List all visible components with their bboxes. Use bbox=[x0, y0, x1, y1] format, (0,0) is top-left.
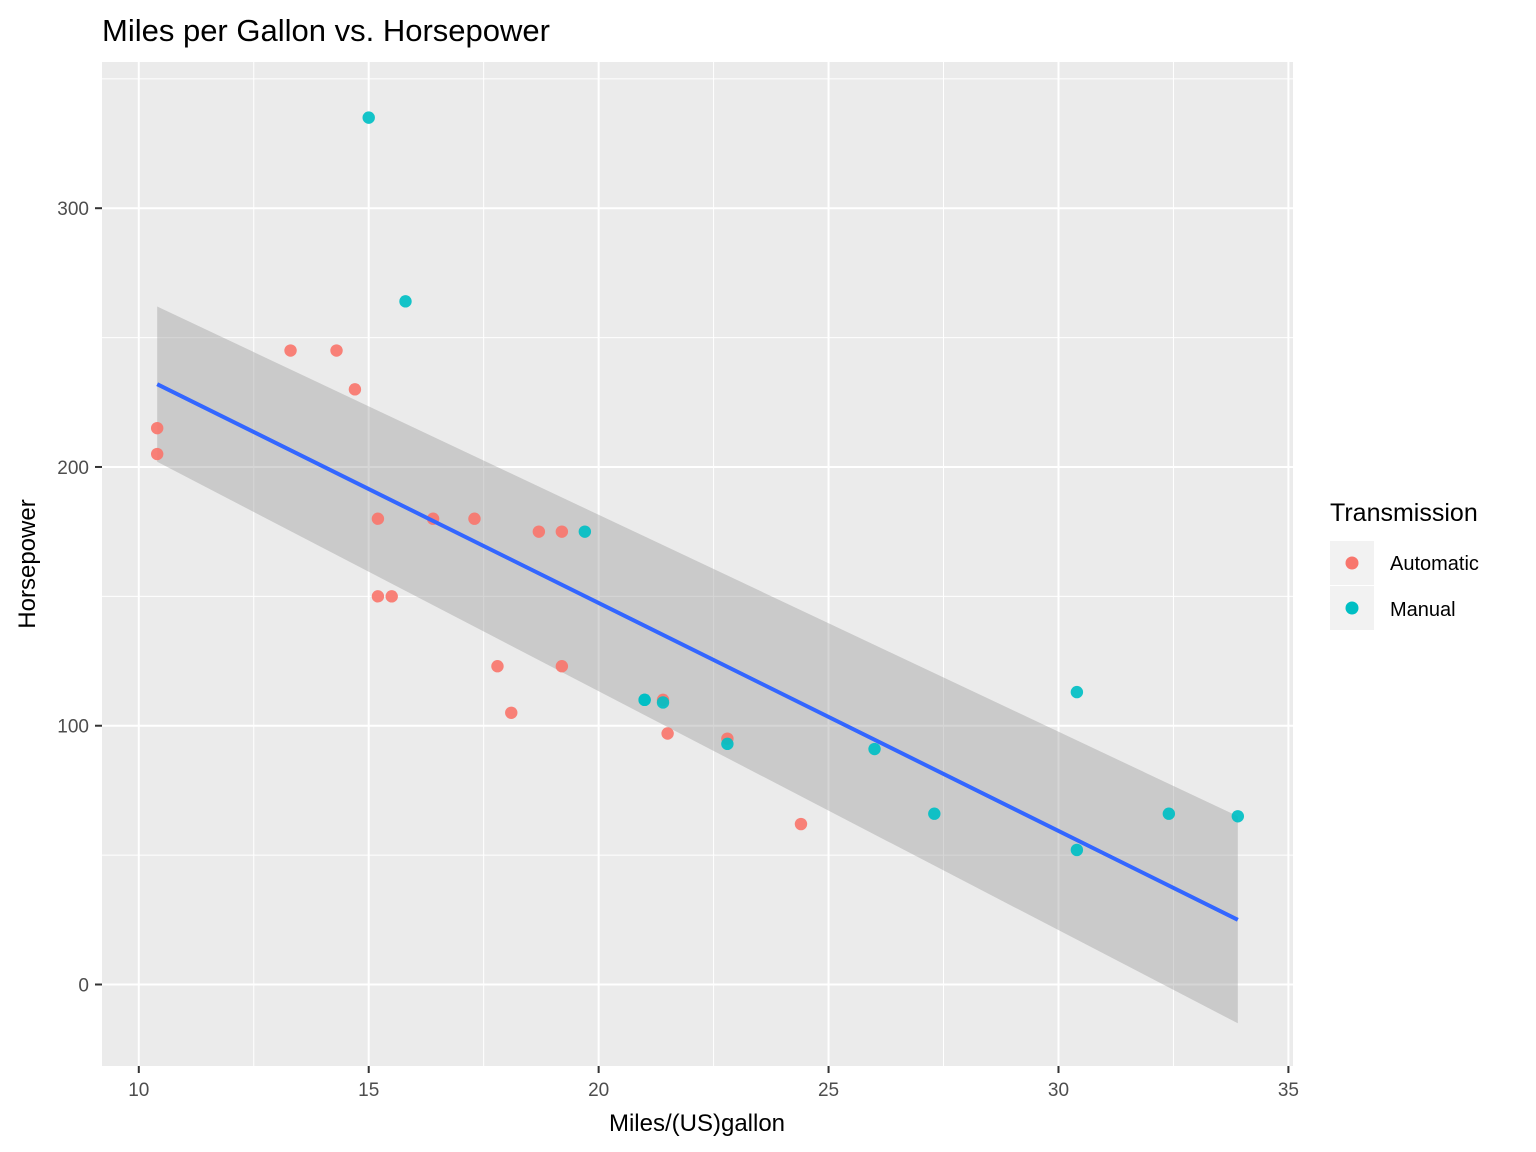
data-point-automatic bbox=[505, 706, 518, 719]
x-axis: 10 15 20 25 30 35 bbox=[128, 1066, 1299, 1101]
data-point-automatic bbox=[532, 525, 546, 538]
data-point-manual bbox=[1070, 843, 1084, 857]
x-tick-label: 35 bbox=[1278, 1080, 1299, 1101]
data-point-manual bbox=[1070, 685, 1084, 699]
data-point-manual bbox=[399, 295, 412, 308]
legend-label-automatic: Automatic bbox=[1390, 553, 1479, 575]
x-tick-label: 10 bbox=[128, 1080, 149, 1101]
data-point-manual bbox=[362, 111, 375, 124]
plot-panel bbox=[102, 62, 1293, 1066]
data-point-automatic bbox=[371, 512, 385, 525]
data-point-manual bbox=[1231, 810, 1245, 823]
data-point-manual bbox=[721, 737, 734, 751]
data-point-automatic bbox=[371, 590, 385, 603]
data-point-automatic bbox=[348, 383, 362, 396]
confidence-band-layer bbox=[157, 306, 1238, 1024]
data-point-automatic bbox=[330, 344, 343, 357]
y-tick-label: 100 bbox=[57, 717, 89, 738]
x-axis-title: Miles/(US)gallon bbox=[609, 1110, 785, 1137]
data-point-manual bbox=[656, 696, 670, 709]
legend-title: Transmission bbox=[1330, 499, 1478, 527]
data-point-automatic bbox=[385, 590, 398, 603]
data-point-automatic bbox=[555, 660, 569, 673]
grid-lines bbox=[102, 62, 1293, 1066]
y-tick-label: 200 bbox=[57, 458, 89, 479]
regression-line bbox=[156, 382, 1239, 922]
data-point-manual bbox=[868, 742, 881, 756]
data-point-automatic bbox=[468, 512, 481, 525]
data-point-automatic bbox=[661, 727, 674, 740]
data-point-automatic bbox=[284, 344, 297, 357]
data-point-manual bbox=[578, 525, 592, 538]
data-point-automatic bbox=[491, 660, 504, 673]
legend-label-manual: Manual bbox=[1390, 599, 1456, 621]
data-point-automatic bbox=[150, 421, 164, 435]
legend-marker-automatic bbox=[1345, 556, 1359, 570]
data-point-automatic bbox=[150, 447, 164, 461]
legend: Transmission Automatic Manual bbox=[1330, 499, 1479, 630]
data-point-manual bbox=[1162, 807, 1176, 820]
data-point-automatic bbox=[555, 525, 569, 538]
x-tick-label: 25 bbox=[818, 1080, 839, 1101]
legend-marker-manual bbox=[1345, 601, 1359, 615]
y-axis-title: Horsepower bbox=[14, 499, 41, 628]
y-tick-label: 300 bbox=[57, 199, 89, 220]
x-tick-label: 20 bbox=[588, 1080, 609, 1101]
x-tick-label: 30 bbox=[1048, 1080, 1069, 1101]
data-point-automatic bbox=[794, 817, 808, 831]
data-point-manual bbox=[928, 807, 941, 820]
confidence-band bbox=[157, 306, 1238, 1024]
x-tick-label: 15 bbox=[358, 1080, 379, 1101]
y-axis: 0 100 200 300 bbox=[57, 199, 102, 996]
data-point-manual bbox=[638, 693, 651, 707]
y-tick-label: 0 bbox=[78, 975, 89, 996]
chart-title: Miles per Gallon vs. Horsepower bbox=[102, 13, 550, 48]
regression-line-layer bbox=[156, 382, 1239, 922]
